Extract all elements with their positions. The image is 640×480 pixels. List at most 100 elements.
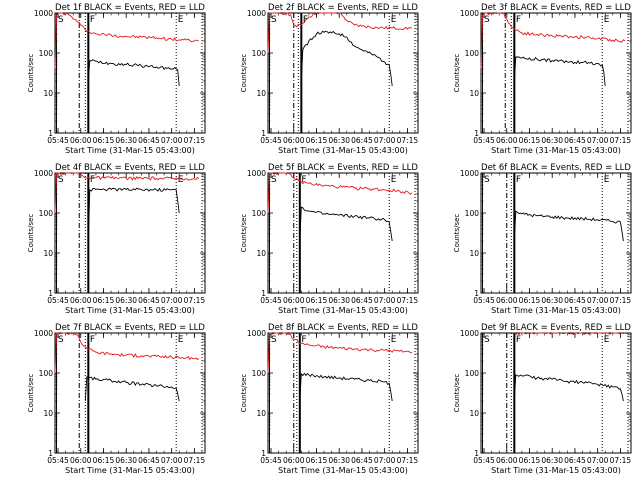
y-tick-label: 100	[39, 209, 54, 218]
y-axis-label: Counts/sec	[27, 54, 35, 93]
y-tick-label: 1000	[460, 9, 479, 18]
marker-label: E	[604, 335, 610, 345]
x-tick-label: 06:45	[138, 456, 160, 465]
marker-label: F	[301, 335, 306, 345]
x-tick-label: 06:00	[283, 136, 305, 145]
panel-title: Det 6f BLACK = Events, RED = LLD	[481, 163, 631, 173]
x-tick-label: 06:15	[306, 296, 328, 305]
x-tick-label: 06:15	[93, 456, 115, 465]
y-tick-label: 10	[256, 409, 266, 418]
y-tick-label: 1	[474, 129, 479, 138]
marker-label: E	[391, 335, 397, 345]
marker-label: S	[58, 15, 64, 25]
marker-label: F	[90, 335, 95, 345]
x-tick-label: 06:15	[519, 296, 541, 305]
panel-det-1: Det 1f BLACK = Events, RED = LLD 1 10 100 10…	[27, 3, 206, 155]
panel-det-3: Det 3f BLACK = Events, RED = LLD 1 10 100 10…	[453, 3, 632, 155]
series-line-lld	[267, 172, 413, 214]
y-tick-label: 10	[256, 249, 266, 258]
y-tick-label: 10	[469, 409, 479, 418]
marker-label: S	[58, 335, 64, 345]
y-tick-label: 10	[469, 249, 479, 258]
y-tick-label: 1	[474, 449, 479, 458]
series-line-events	[513, 210, 624, 242]
x-tick-label: 07:15	[184, 296, 206, 305]
x-tick-label: 07:00	[374, 296, 396, 305]
x-tick-label: 06:30	[115, 136, 137, 145]
y-tick-label: 10	[256, 89, 266, 98]
x-tick-label: 07:15	[397, 136, 419, 145]
plot-frame	[480, 172, 632, 294]
x-tick-label: 06:30	[541, 456, 563, 465]
marker-label: S	[58, 175, 64, 185]
x-tick-label: 06:15	[93, 296, 115, 305]
x-tick-label: 06:30	[115, 296, 137, 305]
marker-label: E	[604, 175, 610, 185]
y-tick-label: 1	[261, 289, 266, 298]
x-tick-label: 07:00	[161, 136, 183, 145]
marker-label: S	[271, 335, 277, 345]
x-tick-label: 06:45	[564, 296, 586, 305]
y-axis-label: Counts/sec	[240, 54, 248, 93]
x-tick-label: 07:15	[610, 296, 632, 305]
y-tick-label: 10	[469, 89, 479, 98]
y-tick-label: 100	[39, 369, 54, 378]
y-tick-label: 1000	[247, 329, 266, 338]
series-line-lld	[54, 12, 200, 69]
panel-title: Det 5f BLACK = Events, RED = LLD	[268, 163, 418, 173]
y-tick-label: 100	[465, 49, 480, 58]
x-tick-label: 06:45	[564, 136, 586, 145]
x-axis-label: Start Time (31-Mar-15 05:43:00)	[278, 306, 408, 315]
x-tick-label: 07:00	[587, 456, 609, 465]
y-tick-label: 1	[261, 449, 266, 458]
series-line-events	[84, 376, 180, 402]
panel-title: Det 7f BLACK = Events, RED = LLD	[55, 323, 205, 333]
y-tick-label: 10	[43, 409, 53, 418]
series-line-events	[513, 56, 606, 87]
x-tick-label: 06:00	[70, 136, 92, 145]
x-axis-label: Start Time (31-Mar-15 05:43:00)	[65, 146, 195, 155]
y-tick-label: 1	[474, 289, 479, 298]
marker-label: F	[516, 175, 521, 185]
y-axis-label: Counts/sec	[240, 214, 248, 253]
x-tick-label: 07:15	[397, 296, 419, 305]
series-line-events	[300, 30, 393, 87]
y-tick-label: 1000	[34, 329, 53, 338]
x-tick-label: 06:30	[328, 296, 350, 305]
x-tick-label: 07:00	[374, 136, 396, 145]
x-axis-label: Start Time (31-Mar-15 05:43:00)	[491, 466, 621, 475]
panel-det-7: Det 7f BLACK = Events, RED = LLD 1 10 100 10…	[27, 323, 206, 475]
x-tick-label: 07:15	[184, 456, 206, 465]
x-tick-label: 06:30	[328, 136, 350, 145]
x-tick-label: 07:15	[397, 456, 419, 465]
y-tick-label: 1000	[460, 329, 479, 338]
panel-title: Det 4f BLACK = Events, RED = LLD	[55, 163, 205, 173]
x-axis-label: Start Time (31-Mar-15 05:43:00)	[278, 146, 408, 155]
x-tick-label: 07:00	[161, 296, 183, 305]
marker-label: S	[484, 335, 490, 345]
x-axis-label: Start Time (31-Mar-15 05:43:00)	[278, 466, 408, 475]
plot-frame	[54, 332, 206, 454]
marker-label: F	[516, 335, 521, 345]
panel-det-9: Det 9f BLACK = Events, RED = LLD 1 10 100 10…	[453, 323, 632, 475]
y-tick-label: 100	[465, 369, 480, 378]
y-tick-label: 100	[252, 209, 267, 218]
marker-label: S	[484, 175, 490, 185]
series-line-lld	[267, 332, 413, 374]
x-tick-label: 07:00	[374, 456, 396, 465]
marker-label: F	[90, 15, 95, 25]
panel-det-6: Det 6f BLACK = Events, RED = LLD 1 10 100 10…	[453, 163, 632, 315]
y-axis-label: Counts/sec	[453, 374, 461, 413]
x-tick-label: 05:45	[260, 136, 282, 145]
y-tick-label: 1000	[247, 9, 266, 18]
x-tick-label: 06:15	[519, 136, 541, 145]
x-tick-label: 07:00	[587, 136, 609, 145]
x-tick-label: 06:00	[283, 296, 305, 305]
x-tick-label: 05:45	[473, 456, 495, 465]
x-tick-label: 05:45	[473, 296, 495, 305]
y-tick-label: 1	[261, 129, 266, 138]
x-axis-label: Start Time (31-Mar-15 05:43:00)	[65, 306, 195, 315]
marker-label: S	[271, 175, 277, 185]
marker-label: F	[301, 175, 306, 185]
